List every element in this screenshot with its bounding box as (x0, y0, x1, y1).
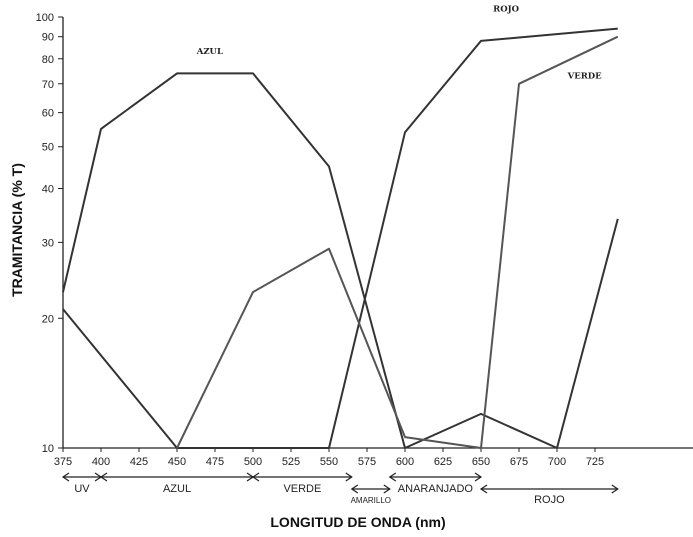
band-label-amarillo: AMARILLO (351, 496, 391, 505)
band-label-azul: AZUL (163, 483, 191, 495)
x-tick-label: 550 (320, 456, 338, 468)
band-arrowhead (61, 472, 70, 482)
x-tick-label: 450 (168, 456, 186, 468)
x-tick-label: 425 (130, 456, 148, 468)
y-axis-label: TRAMITANCIA (% T) (9, 163, 25, 297)
band-arrowhead (345, 472, 353, 482)
x-ticks: 375 400 425 450 475 500 525 550 575 600 625 650 675 7… (54, 448, 604, 468)
y-tick-label: 80 (42, 54, 54, 66)
x-tick-label: 375 (54, 456, 72, 468)
x-axis-label: LONGITUD DE ONDA (nm) (270, 514, 445, 530)
band-arrowhead (388, 472, 397, 482)
series-line-verde (176, 35, 619, 449)
band-arrowhead (474, 472, 483, 482)
band-label-uv: UV (74, 483, 90, 495)
y-ticks: 10 20 30 40 50 60 70 80 90 100 (36, 12, 63, 455)
axes (62, 17, 693, 449)
y-tick-label: 50 (42, 142, 54, 154)
x-tick-label: 575 (358, 456, 376, 468)
spectrum-bands: UV AZUL VERDE AMARILLO ANARANJADO ROJO (61, 472, 619, 506)
band-label-verde: VERDE (283, 483, 321, 495)
band-arrowhead (251, 472, 260, 482)
y-tick-label: 60 (42, 108, 54, 120)
x-tick-label: 625 (434, 456, 452, 468)
series-label-azul: AZUL (196, 47, 223, 57)
x-tick-label: 525 (282, 456, 300, 468)
band-arrowhead (479, 484, 488, 494)
y-tick-label: 90 (42, 32, 54, 44)
y-tick-label: 10 (42, 443, 54, 455)
series-lines (62, 27, 619, 449)
y-tick-label: 100 (36, 12, 54, 24)
series-label-verde: VERDE (567, 71, 603, 81)
series-label-rojo: ROJO (493, 4, 519, 14)
y-tick-label: 20 (42, 313, 54, 325)
y-tick-label: 40 (42, 184, 54, 196)
x-tick-label: 475 (206, 456, 224, 468)
series-labels: AZUL ROJO VERDE (196, 4, 602, 81)
x-tick-label: 675 (510, 456, 528, 468)
x-tick-label: 700 (548, 456, 566, 468)
band-label-anaranjado: ANARANJADO (398, 483, 474, 495)
band-arrowhead (611, 484, 619, 494)
band-arrowhead (99, 472, 108, 482)
x-tick-label: 650 (472, 456, 490, 468)
x-tick-label: 400 (92, 456, 110, 468)
y-tick-label: 30 (42, 237, 54, 249)
series-line-rojo (62, 27, 618, 449)
y-tick-label: 70 (42, 79, 54, 91)
series-line-azul (62, 72, 619, 449)
x-tick-label: 500 (244, 456, 262, 468)
band-arrowhead (350, 484, 359, 494)
band-label-rojo: ROJO (534, 494, 565, 506)
band-arrowhead (383, 484, 391, 494)
x-tick-label: 600 (396, 456, 414, 468)
x-tick-label: 725 (586, 456, 604, 468)
